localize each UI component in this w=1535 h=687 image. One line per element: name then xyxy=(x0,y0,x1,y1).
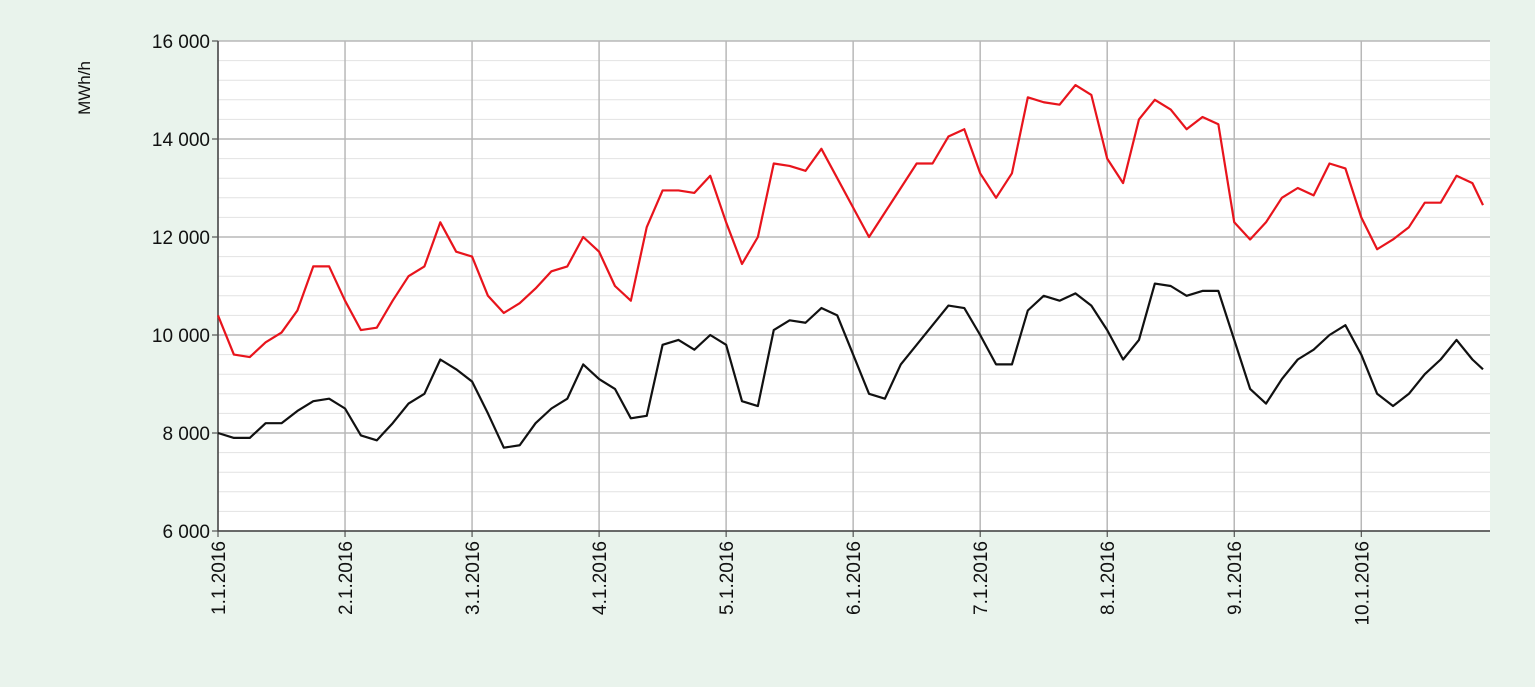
y-tick-label: 8 000 xyxy=(162,424,210,445)
x-tick-label: 2.1.2016 xyxy=(336,541,357,615)
x-tick-label: 10.1.2016 xyxy=(1352,541,1373,626)
x-tick-label: 1.1.2016 xyxy=(209,541,230,615)
x-tick-label: 5.1.2016 xyxy=(717,541,738,615)
x-tick-label: 7.1.2016 xyxy=(971,541,992,615)
x-tick-label: 3.1.2016 xyxy=(463,541,484,615)
line-series xyxy=(216,84,1484,359)
y-axis-label: MWh/h xyxy=(75,61,94,115)
line-series xyxy=(217,282,1484,449)
x-tick-label: 9.1.2016 xyxy=(1225,541,1246,615)
x-tick-label: 8.1.2016 xyxy=(1098,541,1119,615)
y-tick-label: 12 000 xyxy=(152,228,210,249)
y-tick-label: 14 000 xyxy=(152,130,210,151)
x-tick-label: 6.1.2016 xyxy=(844,541,865,615)
y-tick-label: 16 000 xyxy=(152,32,210,53)
y-tick-label: 6 000 xyxy=(162,522,210,543)
plot-area xyxy=(218,41,1490,531)
x-tick-label: 4.1.2016 xyxy=(590,541,611,615)
y-tick-label: 10 000 xyxy=(152,326,210,347)
